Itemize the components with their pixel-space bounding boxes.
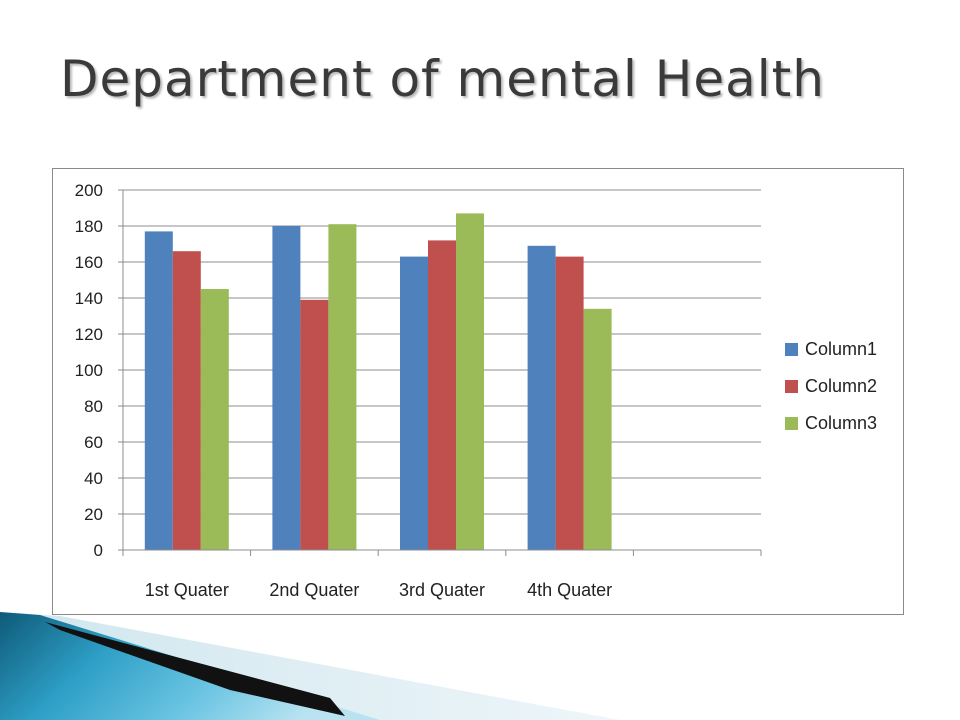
- bar-column2-3: [428, 240, 456, 550]
- x-tick-label: 4th Quater: [527, 580, 612, 600]
- y-tick-label: 100: [75, 361, 103, 380]
- y-tick-label: 20: [84, 505, 103, 524]
- x-tick-label: 3rd Quater: [399, 580, 485, 600]
- legend-swatch-column1: [785, 343, 798, 356]
- y-tick-label: 200: [75, 181, 103, 200]
- bar-column3-1: [200, 289, 229, 550]
- bar-column1-4: [527, 245, 556, 551]
- chart-frame: 0 20 40 60 80 100 120 140 160 180 200 1st Quater 2nd…: [52, 168, 904, 615]
- y-tick-label: 0: [94, 541, 103, 560]
- y-tick-label: 160: [75, 253, 103, 272]
- legend-label-column3: Column3: [805, 413, 877, 433]
- bar-column3-2: [328, 224, 357, 550]
- bar-chart: 0 20 40 60 80 100 120 140 160 180 200 1st Quater 2nd…: [75, 181, 877, 600]
- y-tick-label: 120: [75, 325, 103, 344]
- bar-column3-4: [583, 308, 612, 550]
- bar-column2-4: [555, 256, 584, 550]
- y-tick-label: 180: [75, 217, 103, 236]
- slide-title: Department of mental Health: [60, 50, 825, 108]
- y-tick-label: 60: [84, 433, 103, 452]
- x-tick-label: 2nd Quater: [269, 580, 359, 600]
- bar-column2-1: [172, 251, 201, 550]
- legend-label-column2: Column2: [805, 376, 877, 396]
- bar-column1-2: [272, 226, 301, 550]
- y-tick-label: 80: [84, 397, 103, 416]
- legend-swatch-column2: [785, 380, 798, 393]
- x-tick-label: 1st Quater: [145, 580, 229, 600]
- legend-swatch-column3: [785, 417, 798, 430]
- bar-column3-3: [456, 213, 484, 550]
- bar-column1-1: [144, 231, 173, 550]
- legend-label-column1: Column1: [805, 339, 877, 359]
- y-tick-label: 140: [75, 289, 103, 308]
- y-tick-label: 40: [84, 469, 103, 488]
- bar-column1-3: [400, 256, 428, 550]
- bar-column2-2: [300, 299, 329, 550]
